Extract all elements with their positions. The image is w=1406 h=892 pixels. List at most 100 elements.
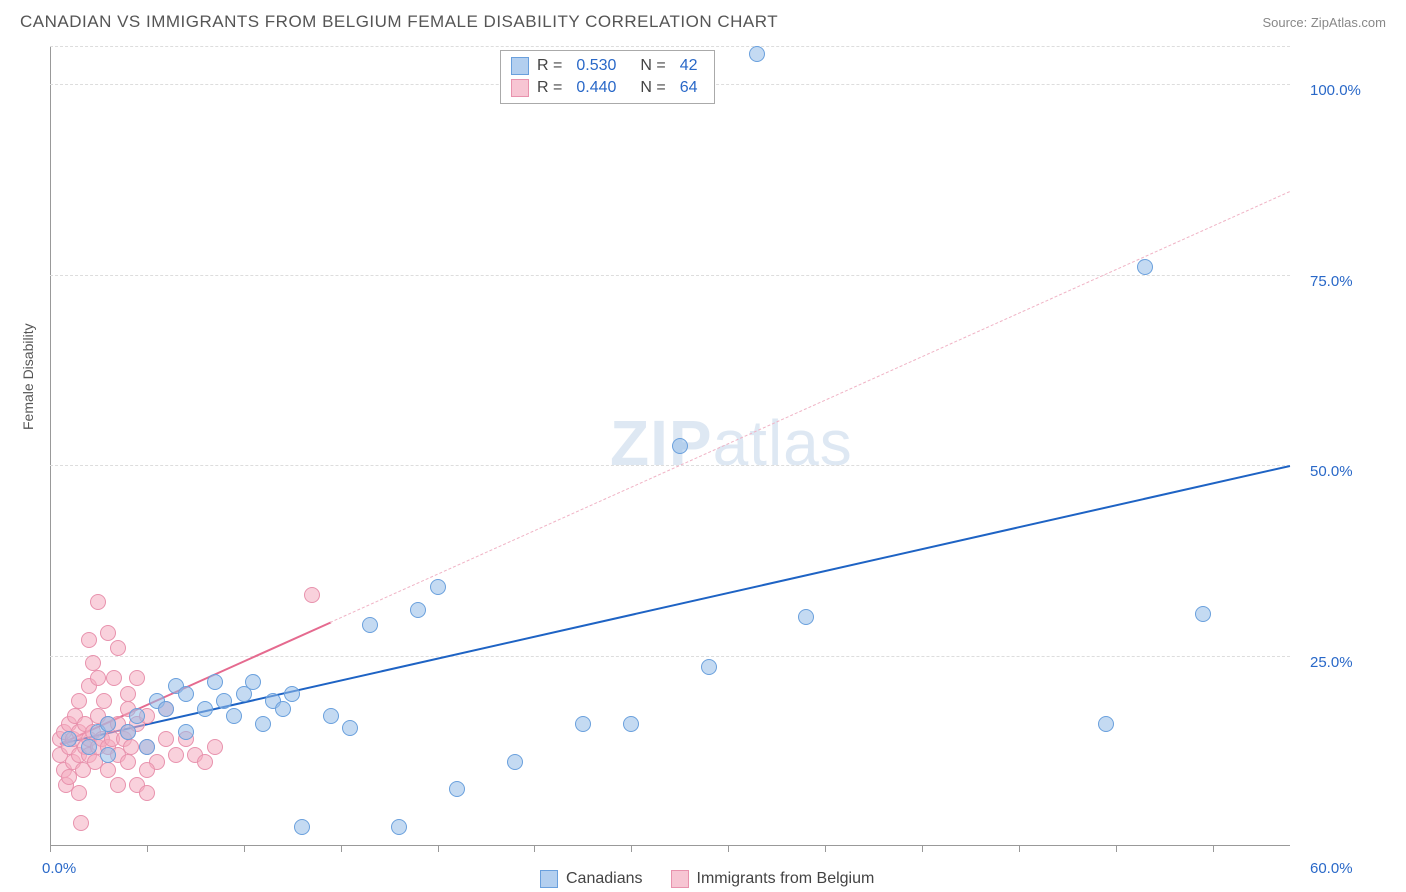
scatter-point: [304, 587, 320, 603]
scatter-point: [100, 747, 116, 763]
scatter-point: [139, 762, 155, 778]
y-tick-label: 100.0%: [1310, 82, 1361, 99]
x-tick: [631, 846, 632, 852]
scatter-point: [342, 720, 358, 736]
scatter-point: [207, 674, 223, 690]
scatter-point: [226, 708, 242, 724]
scatter-point: [81, 739, 97, 755]
scatter-point: [798, 609, 814, 625]
x-tick: [244, 846, 245, 852]
scatter-point: [178, 686, 194, 702]
scatter-point: [139, 785, 155, 801]
x-tick: [341, 846, 342, 852]
plot-area: ZIPatlas 25.0%50.0%75.0%100.0%0.0%60.0%: [50, 46, 1290, 846]
scatter-point: [410, 602, 426, 618]
swatch-blue-icon: [511, 57, 529, 75]
swatch-blue-icon: [540, 870, 558, 888]
scatter-point: [123, 739, 139, 755]
scatter-point: [73, 815, 89, 831]
scatter-point: [323, 708, 339, 724]
gridline: [50, 465, 1290, 466]
scatter-point: [575, 716, 591, 732]
x-tick: [1116, 846, 1117, 852]
scatter-point: [1195, 606, 1211, 622]
stats-row-immigrants: R = 0.440 N = 64: [511, 77, 704, 99]
scatter-point: [672, 438, 688, 454]
stats-legend: R = 0.530 N = 42 R = 0.440 N = 64: [500, 50, 715, 104]
x-tick: [534, 846, 535, 852]
y-axis-line: [50, 46, 51, 846]
x-tick-label: 0.0%: [42, 860, 76, 877]
scatter-point: [158, 701, 174, 717]
gridline: [50, 656, 1290, 657]
x-tick: [1019, 846, 1020, 852]
scatter-point: [430, 579, 446, 595]
chart-title: CANADIAN VS IMMIGRANTS FROM BELGIUM FEMA…: [20, 12, 778, 32]
x-tick: [147, 846, 148, 852]
scatter-chart: ZIPatlas 25.0%50.0%75.0%100.0%0.0%60.0% …: [50, 46, 1290, 846]
scatter-point: [623, 716, 639, 732]
scatter-point: [120, 686, 136, 702]
legend-item-immigrants: Immigrants from Belgium: [671, 870, 875, 888]
scatter-point: [120, 724, 136, 740]
scatter-point: [168, 747, 184, 763]
scatter-point: [449, 781, 465, 797]
y-axis-label: Female Disability: [20, 323, 36, 430]
regression-line: [59, 465, 1290, 745]
scatter-point: [139, 739, 155, 755]
x-tick: [50, 846, 51, 852]
x-tick: [922, 846, 923, 852]
source-attribution: Source: ZipAtlas.com: [1262, 15, 1386, 30]
scatter-point: [1137, 259, 1153, 275]
scatter-point: [178, 724, 194, 740]
scatter-point: [90, 594, 106, 610]
gridline: [50, 46, 1290, 47]
scatter-point: [129, 708, 145, 724]
swatch-pink-icon: [671, 870, 689, 888]
scatter-point: [81, 632, 97, 648]
scatter-point: [284, 686, 300, 702]
scatter-point: [391, 819, 407, 835]
scatter-point: [110, 777, 126, 793]
y-tick-label: 75.0%: [1310, 273, 1353, 290]
scatter-point: [71, 785, 87, 801]
y-tick-label: 50.0%: [1310, 463, 1353, 480]
scatter-point: [255, 716, 271, 732]
stats-row-canadians: R = 0.530 N = 42: [511, 55, 704, 77]
scatter-point: [100, 762, 116, 778]
scatter-point: [71, 693, 87, 709]
scatter-point: [129, 670, 145, 686]
scatter-point: [96, 693, 112, 709]
scatter-point: [100, 716, 116, 732]
scatter-point: [100, 625, 116, 641]
scatter-point: [207, 739, 223, 755]
scatter-point: [120, 754, 136, 770]
scatter-point: [294, 819, 310, 835]
scatter-point: [275, 701, 291, 717]
scatter-point: [507, 754, 523, 770]
regression-line-extrapolated: [330, 191, 1290, 623]
scatter-point: [216, 693, 232, 709]
series-legend: Canadians Immigrants from Belgium: [540, 870, 874, 888]
x-tick: [825, 846, 826, 852]
y-tick-label: 25.0%: [1310, 654, 1353, 671]
x-tick: [1213, 846, 1214, 852]
x-axis-line: [50, 845, 1290, 846]
scatter-point: [245, 674, 261, 690]
scatter-point: [362, 617, 378, 633]
scatter-point: [701, 659, 717, 675]
watermark: ZIPatlas: [610, 406, 853, 480]
scatter-point: [197, 754, 213, 770]
scatter-point: [90, 670, 106, 686]
scatter-point: [110, 640, 126, 656]
scatter-point: [158, 731, 174, 747]
scatter-point: [749, 46, 765, 62]
x-tick: [438, 846, 439, 852]
scatter-point: [197, 701, 213, 717]
swatch-pink-icon: [511, 79, 529, 97]
legend-item-canadians: Canadians: [540, 870, 643, 888]
x-tick-label: 60.0%: [1310, 860, 1353, 877]
scatter-point: [85, 655, 101, 671]
x-tick: [728, 846, 729, 852]
scatter-point: [106, 670, 122, 686]
